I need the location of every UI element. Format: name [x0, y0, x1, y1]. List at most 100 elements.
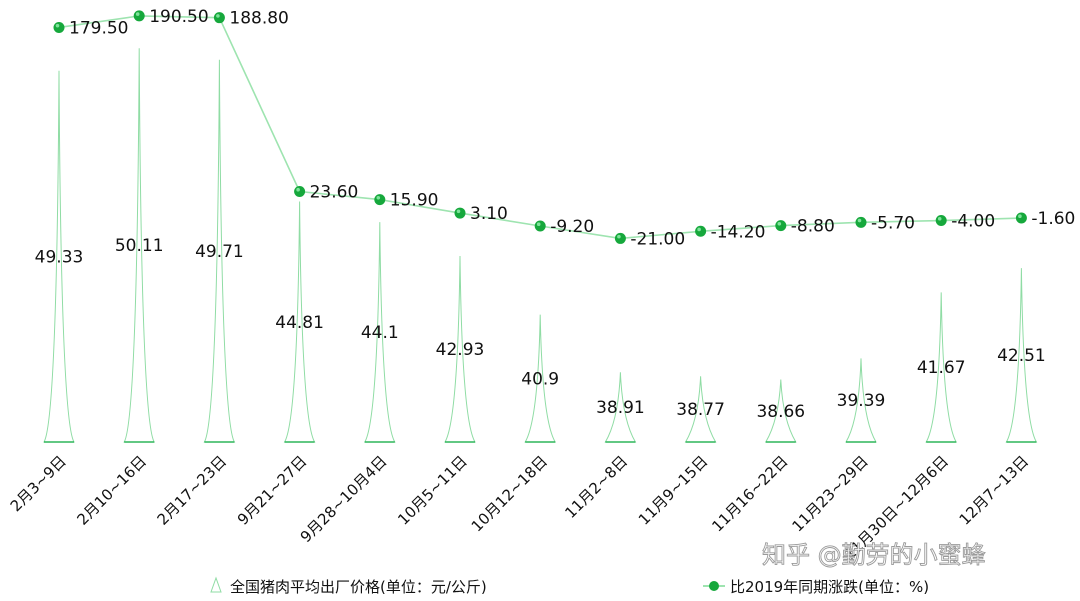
bar-value-label: 44.1	[361, 323, 399, 343]
x-tick-label: 10月12~18日	[468, 452, 551, 535]
line-marker	[374, 194, 386, 206]
bar-8[interactable]: 38.91	[596, 372, 645, 443]
bar-value-label: 42.51	[997, 346, 1046, 366]
bar-spike	[1005, 268, 1038, 443]
line-marker-highlight	[937, 216, 942, 221]
bar-spike	[604, 372, 637, 443]
line-marker-highlight	[135, 12, 140, 16]
bar-13[interactable]: 42.51	[997, 268, 1046, 443]
line-marker-highlight	[536, 222, 541, 227]
line-marker-highlight	[857, 218, 862, 223]
line-marker	[935, 215, 947, 227]
line-marker-highlight	[456, 209, 461, 214]
line-value-label: 23.60	[310, 182, 359, 202]
line-marker	[775, 220, 787, 232]
bar-value-label: 42.93	[436, 340, 485, 360]
bar-6[interactable]: 42.93	[436, 255, 485, 443]
bar-value-label: 41.67	[917, 358, 966, 378]
legend-bar-icon	[210, 576, 222, 593]
bar-spike	[363, 222, 396, 443]
x-tick-label: 10月5~11日	[394, 452, 471, 529]
bar-5[interactable]: 44.1	[361, 222, 399, 443]
legend-item-change[interactable]: 比2019年同期涨跌(单位：%)	[703, 578, 929, 596]
bar-value-label: 38.91	[596, 398, 645, 418]
line-point-3[interactable]: 188.80	[213, 9, 289, 29]
line-value-label: 179.50	[69, 18, 128, 38]
line-value-label: -14.20	[711, 222, 766, 242]
bar-3[interactable]: 49.71	[195, 59, 244, 443]
line-marker	[454, 207, 466, 219]
bar-10[interactable]: 38.66	[756, 379, 805, 443]
line-point-8[interactable]: -21.00	[614, 229, 685, 249]
x-tick-label: 11月16~22日	[708, 452, 791, 535]
line-point-9[interactable]: -14.20	[695, 222, 765, 242]
line-value-label: -4.00	[951, 212, 995, 232]
legend-marker-icon	[709, 581, 719, 591]
line-point-7[interactable]: -9.20	[534, 217, 595, 237]
x-tick-label: 9月21~27日	[234, 452, 311, 529]
bar-4[interactable]: 44.81	[275, 201, 324, 443]
bar-1[interactable]: 49.33	[35, 70, 84, 443]
bar-spike	[684, 376, 717, 443]
line-marker	[534, 220, 546, 232]
line-marker-highlight	[617, 234, 621, 239]
line-value-label: 15.90	[390, 191, 439, 211]
line-marker	[614, 232, 626, 244]
legend-item-price[interactable]: 全国猪肉平均出厂价格(单位：元/公斤)	[210, 576, 487, 596]
bar-value-label: 38.66	[756, 402, 805, 422]
line-series: 179.50 190.50 188.80 23.60 15.90 3.10 -9.20 -21…	[53, 7, 1076, 249]
bar-value-label: 40.9	[521, 369, 559, 389]
line-point-13[interactable]: -1.60	[1015, 209, 1076, 229]
line-marker	[695, 225, 707, 237]
line-marker-highlight	[296, 187, 300, 192]
legend: 全国猪肉平均出厂价格(单位：元/公斤) 比2019年同期涨跌(单位：%)	[210, 576, 929, 596]
bar-value-label: 49.33	[35, 247, 84, 267]
line-marker	[855, 216, 867, 228]
bar-spike	[123, 48, 156, 443]
line-point-10[interactable]: -8.80	[775, 217, 835, 237]
bar-spike	[43, 70, 75, 443]
bar-11[interactable]: 39.39	[837, 358, 886, 443]
bar-value-label: 38.77	[676, 400, 725, 420]
line-marker-highlight	[216, 14, 220, 18]
line-marker-highlight	[55, 23, 60, 28]
bar-spike	[444, 255, 476, 443]
line-point-11[interactable]: -5.70	[855, 213, 916, 233]
line-marker	[213, 12, 225, 24]
bar-2[interactable]: 50.11	[115, 48, 164, 443]
line-marker	[53, 21, 65, 33]
line-point-1[interactable]: 179.50	[53, 18, 129, 38]
bar-spike	[203, 59, 236, 443]
line-point-6[interactable]: 3.10	[454, 204, 508, 224]
x-tick-label: 11月2~8日	[561, 452, 631, 522]
bar-spike	[925, 292, 958, 443]
bar-spike	[283, 201, 316, 443]
line-point-12[interactable]: -4.00	[935, 212, 996, 232]
bar-12[interactable]: 41.67	[917, 292, 966, 443]
line-point-2[interactable]: 190.50	[133, 7, 209, 27]
line-value-label: -21.00	[630, 229, 685, 249]
line-value-label: 3.10	[470, 204, 508, 224]
x-tick-label: 11月23~29日	[789, 452, 872, 535]
line-marker-highlight	[1018, 214, 1022, 219]
line-marker	[1015, 212, 1027, 224]
legend-label-price: 全国猪肉平均出厂价格(单位：元/公斤)	[230, 578, 487, 596]
line-point-4[interactable]: 23.60	[294, 182, 358, 202]
line-value-label: -5.70	[871, 213, 915, 233]
bar-spike	[524, 314, 557, 443]
bar-9[interactable]: 38.77	[676, 376, 725, 443]
line-value-label: -9.20	[550, 217, 594, 237]
line-point-5[interactable]: 15.90	[374, 191, 438, 211]
x-tick-label: 11月9~15日	[635, 452, 712, 529]
bar-value-label: 50.11	[115, 236, 164, 256]
bar-series: 49.33 50.11 49.71 44.81 44.1 42.93 40.9 38.91 38…	[35, 48, 1046, 443]
line-marker	[294, 185, 306, 197]
line-value-label: -1.60	[1031, 209, 1075, 229]
line-path	[58, 15, 1022, 240]
x-tick-label: 2月3~9日	[7, 452, 70, 515]
bar-value-label: 44.81	[275, 313, 324, 333]
line-value-label: -8.80	[791, 217, 835, 237]
bar-7[interactable]: 40.9	[521, 314, 559, 443]
line-marker-highlight	[697, 227, 701, 232]
